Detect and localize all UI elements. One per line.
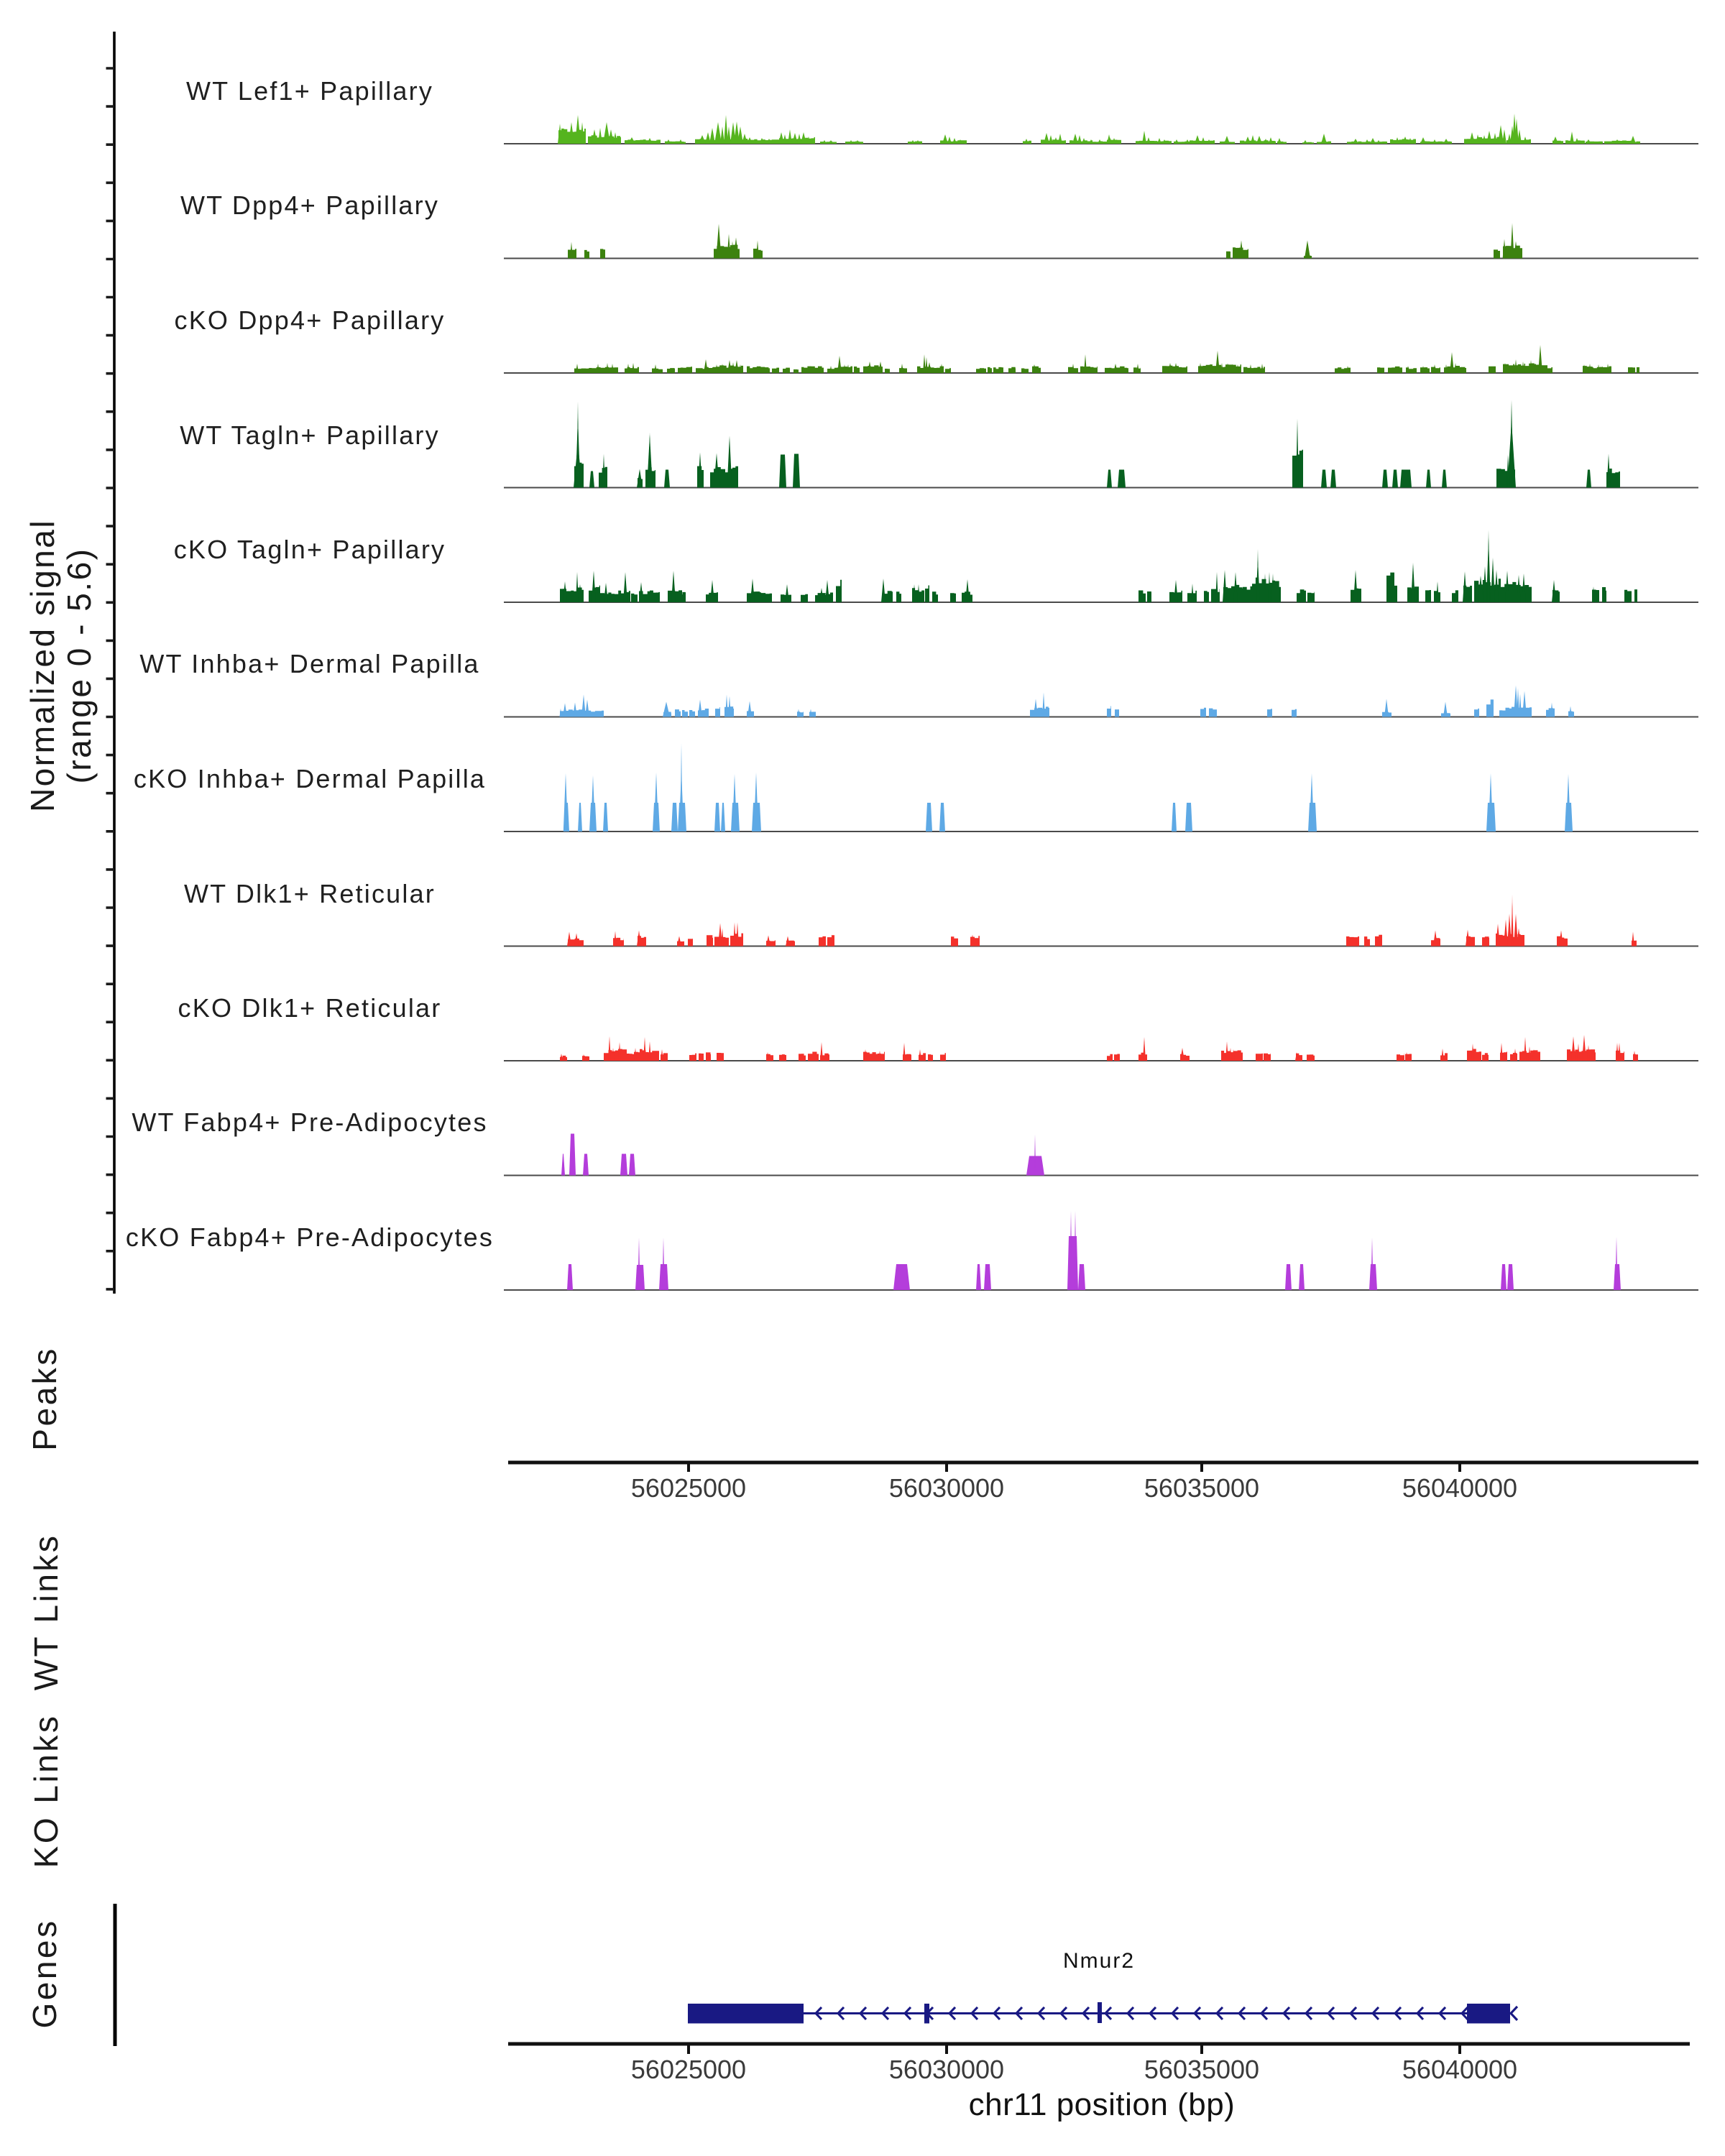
- svg-text:cKO Tagln+ Papillary: cKO Tagln+ Papillary: [174, 535, 446, 564]
- svg-text:KO Links: KO Links: [27, 1714, 65, 1869]
- svg-text:56030000: 56030000: [889, 1473, 1004, 1503]
- svg-text:56025000: 56025000: [631, 2055, 746, 2084]
- svg-text:cKO Dlk1+ Reticular: cKO Dlk1+ Reticular: [178, 993, 442, 1023]
- svg-text:56025000: 56025000: [631, 1473, 746, 1503]
- svg-text:56030000: 56030000: [889, 2055, 1004, 2084]
- svg-text:WT Tagln+ Papillary: WT Tagln+ Papillary: [180, 420, 440, 450]
- svg-text:WT Fabp4+ Pre-Adipocytes: WT Fabp4+ Pre-Adipocytes: [132, 1107, 487, 1137]
- svg-text:(range 0 - 5.6): (range 0 - 5.6): [60, 548, 98, 784]
- svg-text:Normalized signal: Normalized signal: [24, 519, 61, 812]
- svg-text:Peaks: Peaks: [26, 1346, 63, 1450]
- svg-text:cKO Dpp4+ Papillary: cKO Dpp4+ Papillary: [175, 305, 446, 335]
- svg-text:Genes: Genes: [26, 1918, 63, 2028]
- svg-text:56040000: 56040000: [1402, 2055, 1517, 2084]
- svg-text:cKO Fabp4+ Pre-Adipocytes: cKO Fabp4+ Pre-Adipocytes: [126, 1222, 494, 1252]
- svg-text:WT Dlk1+ Reticular: WT Dlk1+ Reticular: [184, 879, 436, 908]
- svg-text:cKO Inhba+ Dermal Papilla: cKO Inhba+ Dermal Papilla: [134, 764, 486, 793]
- svg-text:56035000: 56035000: [1144, 1473, 1259, 1503]
- svg-text:56035000: 56035000: [1144, 2055, 1259, 2084]
- svg-text:chr11 position (bp): chr11 position (bp): [969, 2087, 1236, 2122]
- svg-text:Nmur2: Nmur2: [1063, 1949, 1135, 1973]
- svg-text:WT Dpp4+ Papillary: WT Dpp4+ Papillary: [180, 190, 439, 220]
- svg-text:WT Links: WT Links: [27, 1534, 65, 1691]
- svg-text:WT Inhba+ Dermal Papilla: WT Inhba+ Dermal Papilla: [139, 649, 479, 678]
- svg-text:56040000: 56040000: [1402, 1473, 1517, 1503]
- svg-text:WT Lef1+ Papillary: WT Lef1+ Papillary: [186, 76, 433, 106]
